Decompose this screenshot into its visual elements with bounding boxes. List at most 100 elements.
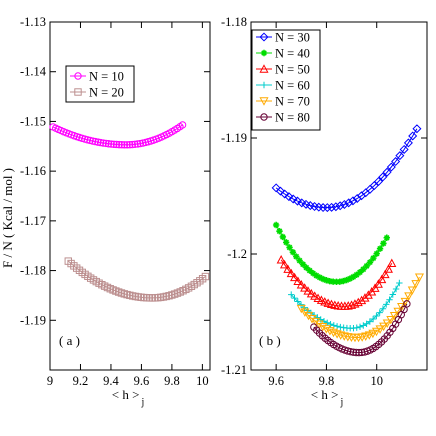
data-point-a-0 — [102, 139, 110, 148]
data-point-b-1 — [366, 259, 374, 266]
x-axis-title-sub-a: j — [140, 397, 144, 408]
data-point-b-2 — [383, 264, 393, 273]
y-tick-label-a: -1.16 — [20, 164, 46, 178]
tick-group-a: 9 9.2 9.4 9.6 9.8 10 -1.13 -1.14 -1.15 -1.16 -1.17… — [20, 15, 210, 388]
data-point-b-5 — [346, 347, 355, 356]
data-point-b-4 — [314, 320, 324, 330]
data-point-b-4 — [379, 322, 389, 332]
series-b-5 — [310, 300, 411, 357]
data-point-b-1 — [306, 267, 313, 274]
data-point-b-4 — [325, 327, 335, 336]
data-point-b-2 — [296, 279, 306, 289]
data-point-b-2 — [350, 299, 360, 308]
data-point-b-4 — [400, 297, 410, 307]
data-point-b-4 — [371, 327, 382, 337]
data-point-b-0 — [344, 198, 354, 208]
legend-frame-a — [65, 65, 135, 103]
data-point-b-3 — [373, 312, 380, 320]
data-point-b-0 — [403, 138, 413, 148]
data-point-b-4 — [328, 328, 339, 338]
legend-marker-b-3 — [260, 81, 268, 89]
data-point-b-1 — [353, 271, 360, 278]
data-point-b-2 — [276, 255, 286, 264]
data-point-b-3 — [366, 318, 374, 325]
data-point-a-0 — [131, 140, 139, 149]
data-point-b-1 — [316, 274, 323, 281]
data-point-b-5 — [343, 347, 352, 355]
legend-label-b-3: N = 60 — [275, 79, 310, 93]
x-tick-label-b: 9.6 — [268, 374, 284, 388]
y-tick-label-a: -1.15 — [20, 114, 46, 128]
data-point-a-0 — [115, 140, 123, 149]
data-point-a-0 — [120, 141, 129, 149]
x-tick-label-a: 9.8 — [164, 374, 180, 388]
data-point-b-1 — [376, 245, 384, 252]
x-axis-title-sub-b: j — [339, 397, 343, 408]
data-point-b-5 — [355, 348, 363, 357]
data-point-b-4 — [318, 322, 328, 332]
plot-frame-b — [250, 21, 428, 371]
data-point-b-1 — [373, 250, 380, 257]
data-point-b-1 — [360, 266, 367, 273]
data-point-a-0 — [133, 140, 142, 148]
data-point-a-0 — [94, 138, 102, 146]
data-point-b-3 — [288, 291, 295, 298]
x-tick-label-a: 9.6 — [134, 374, 150, 388]
data-point-b-4 — [407, 286, 417, 295]
data-point-b-5 — [352, 348, 360, 357]
data-point-b-1 — [323, 277, 330, 284]
legend-marker-a-0 — [74, 72, 82, 80]
data-point-b-2 — [353, 297, 363, 307]
data-point-a-1 — [201, 272, 210, 281]
legend-marker-b-0 — [259, 32, 269, 42]
data-point-b-1 — [309, 270, 317, 277]
data-point-b-1 — [296, 257, 303, 264]
data-point-b-2 — [387, 258, 397, 267]
data-point-b-1 — [383, 234, 390, 241]
panel-a: 9 9.2 9.4 9.6 9.8 10 -1.13 -1.14 -1.15 -1.16 -1.17… — [20, 15, 211, 408]
data-point-b-4 — [368, 329, 378, 339]
data-point-b-4 — [307, 314, 317, 324]
x-axis-title-b: < h >j — [311, 387, 343, 408]
data-point-b-3 — [314, 314, 321, 321]
data-point-b-1 — [343, 276, 350, 284]
data-point-b-3 — [383, 301, 390, 308]
legend-label-a-1: N = 20 — [89, 86, 124, 100]
data-point-b-5 — [349, 348, 358, 356]
data-point-b-5 — [358, 348, 366, 357]
x-axis-title-main-a: < h > — [112, 387, 140, 402]
series-a-1 — [64, 257, 210, 302]
data-point-b-4 — [375, 325, 385, 334]
data-point-b-4 — [382, 319, 392, 328]
y-tick-label-b: -1.18 — [221, 15, 247, 29]
data-point-b-1 — [319, 275, 327, 283]
y-axis-title: F / N ( Kcal / mol ) — [0, 168, 15, 268]
tick-group-b: 9.6 9.8 10 -1.18 -1.19 -1.2 -1.21 — [221, 15, 427, 388]
panel-label-b: ( b ) — [259, 333, 281, 348]
legend-b: N = 30 N = 40 N = 50 N = 60 N = 70 N = 80 — [251, 29, 321, 131]
data-point-b-3 — [360, 322, 367, 329]
data-point-b-0 — [369, 181, 379, 191]
data-point-b-2 — [310, 291, 320, 300]
data-point-a-0 — [88, 137, 97, 145]
data-point-b-3 — [376, 309, 383, 316]
series-group-b — [271, 124, 424, 357]
data-point-a-0 — [118, 141, 126, 149]
data-point-b-4 — [397, 302, 407, 312]
data-point-b-2 — [293, 276, 303, 285]
legend-label-b-1: N = 40 — [275, 47, 310, 61]
data-point-b-1 — [286, 244, 293, 251]
series-group-a — [49, 121, 210, 302]
y-tick-label-a: -1.13 — [20, 15, 46, 29]
data-point-b-3 — [324, 319, 331, 326]
data-point-b-1 — [346, 275, 354, 282]
data-point-b-1 — [289, 248, 297, 256]
y-tick-label-a: -1.17 — [20, 214, 46, 228]
data-point-b-0 — [382, 167, 392, 177]
x-tick-label-b: 10 — [370, 374, 383, 388]
data-point-a-0 — [96, 138, 105, 147]
data-point-b-3 — [386, 296, 393, 303]
data-point-b-2 — [373, 279, 383, 288]
y-tick-label-a: -1.14 — [20, 65, 47, 79]
